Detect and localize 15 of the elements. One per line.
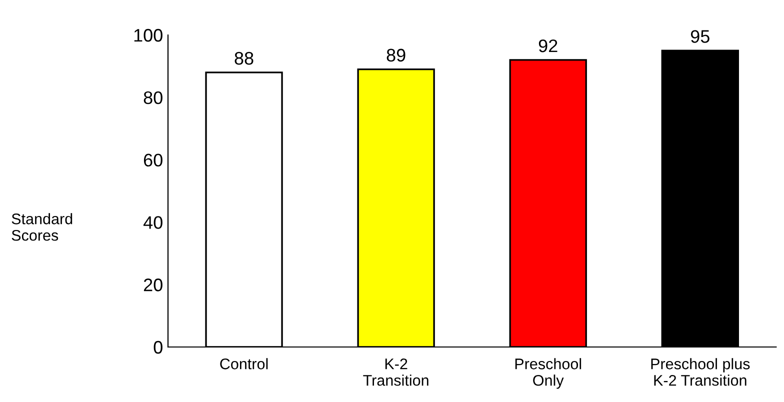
- y-axis-title: Standard Scores: [12, 213, 72, 241]
- data-label: 95: [690, 30, 710, 43]
- data-label: 89: [386, 48, 406, 62]
- y-tick-label: 60: [144, 154, 162, 167]
- x-tick-label: Preschool Only: [515, 358, 582, 389]
- data-label: 88: [234, 52, 254, 65]
- y-tick-label: 40: [143, 216, 162, 229]
- y-tick-label: 80: [144, 91, 162, 104]
- x-tick-label: K-2 Transition: [363, 358, 428, 386]
- y-tick-label: 20: [144, 278, 162, 292]
- data-label: 92: [538, 39, 558, 52]
- x-tick-label: Preschool plus K-2 Transition: [651, 358, 750, 386]
- y-tick-label: 0: [154, 340, 162, 354]
- y-tick-label: 100: [134, 28, 162, 42]
- x-tick-label: Control: [220, 358, 268, 370]
